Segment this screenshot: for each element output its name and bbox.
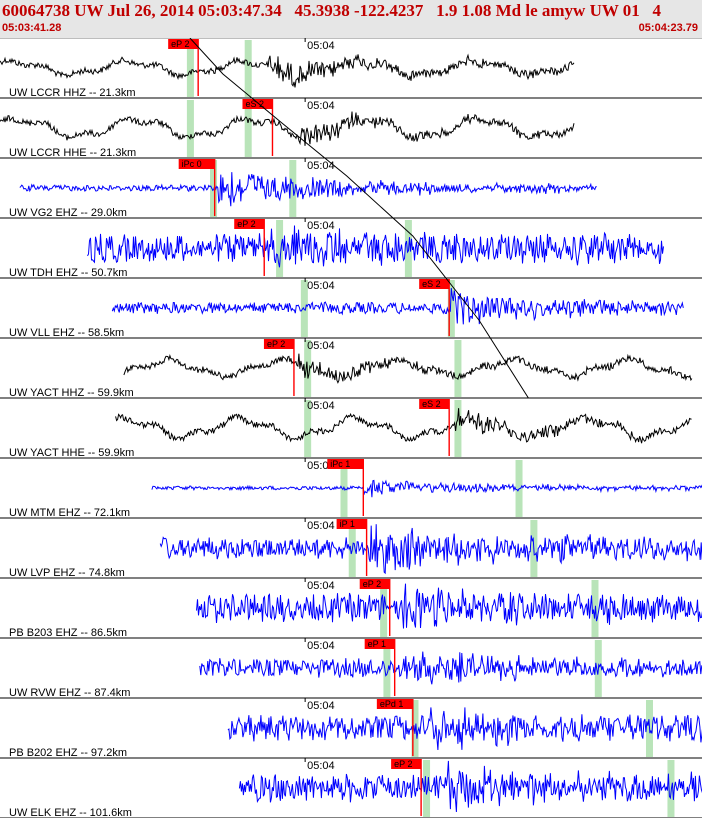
predicted-phase-band <box>454 340 462 397</box>
time-tick-label: 05:04 <box>307 100 335 112</box>
time-tick-label: 05:04 <box>307 40 335 52</box>
start-time: 05:03:41.28 <box>2 22 62 34</box>
time-tick-label: 05:04 <box>307 640 335 652</box>
waveform-line <box>0 111 575 146</box>
pick-label: eP 2 <box>237 219 255 229</box>
station-label: UW RVW EHZ -- 87.4km <box>9 687 130 699</box>
station-label: PB B202 EHZ -- 97.2km <box>9 747 127 759</box>
pick-flag <box>178 159 215 169</box>
waveform-line <box>199 651 702 685</box>
event-title: 60064738 UW Jul 26, 2014 05:03:47.34 45.… <box>2 1 662 20</box>
station-label: UW LCCR HHZ -- 21.3km <box>9 87 136 99</box>
header-bar: 60064738 UW Jul 26, 2014 05:03:47.34 45.… <box>0 0 702 39</box>
moveout-curve <box>189 38 529 399</box>
waveform-line <box>151 479 702 498</box>
pick-label: eP 1 <box>368 639 386 649</box>
station-label: UW LVP EHZ -- 74.8km <box>9 567 125 579</box>
time-tick-label: 05:04 <box>307 760 335 772</box>
pick-label: eP 2 <box>171 39 189 49</box>
pick-flag <box>242 99 273 109</box>
pick-label: eP 2 <box>267 339 285 349</box>
pick-flag <box>376 699 413 709</box>
trace-panel: 05:04 iP 1 UW LVP EHZ -- 74.8km <box>0 518 702 579</box>
station-label: UW LCCR HHE -- 21.3km <box>9 147 136 159</box>
station-label: UW ELK EHZ -- 101.6km <box>9 807 132 818</box>
predicted-phase-band <box>186 100 194 157</box>
time-tick-label: 05:04 <box>307 220 335 232</box>
trace-panel: 05:04 eP 2 UW TDH EHZ -- 50.7km <box>0 218 702 279</box>
predicted-phase-band <box>276 220 284 277</box>
trace-panel: 05:04 iPc 0 UW VG2 EHZ -- 29.0km <box>0 158 702 219</box>
pick-flag <box>327 459 364 469</box>
pick-label: iPc 0 <box>182 159 202 169</box>
time-tick-label: 05:04 <box>307 160 335 172</box>
station-label: UW MTM EHZ -- 72.1km <box>9 507 130 519</box>
pick-flag <box>419 399 450 409</box>
station-label: UW YACT HHE -- 59.9km <box>9 447 134 459</box>
waveform-line <box>123 353 693 384</box>
pick-flag <box>336 519 367 529</box>
trace-panel: 05:04 ePd 1 PB B202 EHZ -- 97.2km <box>0 698 702 759</box>
end-time: 05:04:23.79 <box>638 22 698 34</box>
pick-label: eS 2 <box>245 99 264 109</box>
trace-panel: 05:04 eP 2 UW LCCR HHZ -- 21.3km <box>0 38 702 99</box>
station-label: UW TDH EHZ -- 50.7km <box>9 267 127 279</box>
waveform-line <box>19 172 597 207</box>
pick-flag <box>168 39 199 49</box>
waveform-line <box>115 408 692 444</box>
waveform-line <box>196 583 702 629</box>
predicted-phase-band <box>383 640 391 697</box>
pick-label: iPc 1 <box>330 459 350 469</box>
pick-flag <box>234 219 265 229</box>
predicted-phase-band <box>186 40 194 97</box>
waveform-line <box>159 524 702 575</box>
trace-panel: 05:04 eS 2 UW YACT HHE -- 59.9km <box>0 398 702 459</box>
station-label: PB B203 EHZ -- 86.5km <box>9 627 127 639</box>
pick-label: ePd 1 <box>380 699 404 709</box>
time-tick-label: 05:04 <box>307 700 335 712</box>
seismogram-plot[interactable]: 05:04 eP 2 UW LCCR HHZ -- 21.3km 05:04 eS 2 U… <box>0 38 702 818</box>
trace-panel: 05:04 eP 2 PB B203 EHZ -- 86.5km <box>0 578 702 639</box>
trace-panel: 05:04 eS 2 UW LCCR HHE -- 21.3km <box>0 98 702 159</box>
pick-flag <box>419 279 450 289</box>
time-tick-label: 05:04 <box>307 400 335 412</box>
predicted-phase-band <box>454 400 462 457</box>
predicted-phase-band <box>244 100 252 157</box>
pick-flag <box>263 339 294 349</box>
time-tick-label: 05:04 <box>307 580 335 592</box>
station-label: UW VG2 EHZ -- 29.0km <box>9 207 127 219</box>
waveform-line <box>0 53 575 88</box>
station-label: UW VLL EHZ -- 58.5km <box>9 327 124 339</box>
waveform-line <box>227 707 702 751</box>
trace-panel: 05:04 eP 1 UW RVW EHZ -- 87.4km <box>0 638 702 699</box>
waveform-line <box>111 288 684 325</box>
pick-flag <box>391 759 422 769</box>
time-tick-label: 05:04 <box>307 520 335 532</box>
time-tick-label: 05:04 <box>307 340 335 352</box>
waveform-line <box>87 225 664 268</box>
trace-panel: 05:04 eS 2 UW VLL EHZ -- 58.5km <box>0 278 702 339</box>
trace-panel: 05:04 eP 2 UW ELK EHZ -- 101.6km <box>0 758 702 818</box>
pick-label: eS 2 <box>422 399 441 409</box>
trace-panel: 05:04 eP 2 UW YACT HHZ -- 59.9km <box>0 338 702 399</box>
time-tick-label: 05:04 <box>307 280 335 292</box>
pick-label: eP 2 <box>363 579 381 589</box>
pick-label: eP 2 <box>394 759 412 769</box>
pick-flag <box>364 639 395 649</box>
predicted-phase-band <box>304 400 312 457</box>
waveform-line <box>238 760 702 813</box>
predicted-phase-band <box>447 280 455 337</box>
pick-flag <box>359 579 390 589</box>
predicted-phase-band <box>244 40 252 97</box>
pick-label: iP 1 <box>340 519 355 529</box>
station-label: UW YACT HHZ -- 59.9km <box>9 387 134 399</box>
pick-label: eS 2 <box>422 279 441 289</box>
predicted-phase-band <box>300 280 308 337</box>
